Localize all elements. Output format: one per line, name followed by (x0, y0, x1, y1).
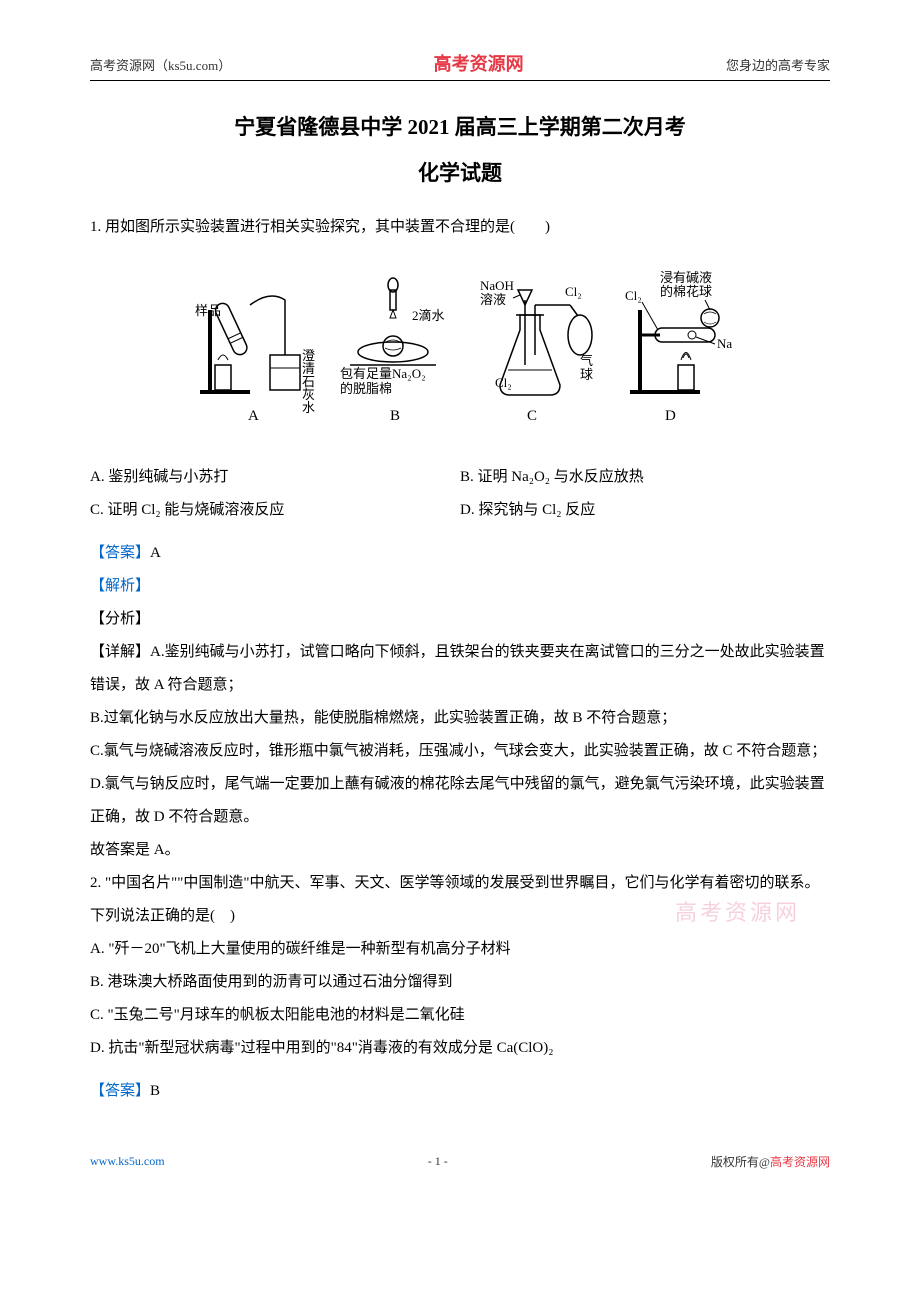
q1-options: A. 鉴别纯碱与小苏打 B. 证明 Na₂O₂ 与水反应放热 C. 证明 Cl₂… (90, 461, 830, 527)
footer-page-number: - 1 - (165, 1154, 711, 1169)
label-balloon-1: 气 (580, 353, 593, 368)
label-cl2-c: Cl₂ (565, 284, 582, 299)
label-naoh: NaOH (480, 278, 514, 293)
label-na: Na (717, 336, 732, 351)
svg-text:的脱脂棉: 的脱脂棉 (340, 381, 392, 396)
q2-options: A. "歼－20"飞机上大量使用的碳纤维是一种新型有机高分子材料 B. 港珠澳大… (90, 933, 830, 1065)
svg-text:球: 球 (580, 367, 593, 382)
answer-label-2: 【答案】 (90, 1083, 150, 1099)
label-cl2-bottom: Cl₂ (495, 375, 512, 390)
label-d: D (665, 408, 676, 424)
apparatus-a: 样品 澄 清 石 灰 水 A (195, 296, 315, 424)
page-footer: www.ks5u.com - 1 - 版权所有@高考资源网 (0, 1153, 920, 1170)
analysis-label: 【解析】 (90, 570, 830, 603)
footer-url: www.ks5u.com (90, 1154, 165, 1169)
footer-copyright: 版权所有@高考资源网 (711, 1153, 830, 1170)
document-page: 高考资源网（ks5u.com） 高考资源网 您身边的高考专家 宁夏省隆德县中学 … (0, 0, 920, 1148)
label-cotton: 包有足量Na₂O₂ (340, 366, 426, 381)
q2-stem: 2. "中国名片""中国制造"中航天、军事、天文、医学等领域的发展受到世界瞩目，… (90, 867, 830, 933)
page-header: 高考资源网（ks5u.com） 高考资源网 您身边的高考专家 (90, 50, 830, 81)
q2-option-a: A. "歼－20"飞机上大量使用的碳纤维是一种新型有机高分子材料 (90, 933, 830, 966)
fenxi-label: 【分析】 (90, 603, 830, 636)
label-c: C (527, 408, 537, 424)
header-right: 您身边的高考专家 (726, 55, 830, 74)
q2-option-c: C. "玉兔二号"月球车的帆板太阳能电池的材料是二氧化硅 (90, 999, 830, 1032)
answer-label: 【答案】 (90, 545, 150, 561)
label-cotton-alkali: 浸有碱液 (660, 270, 712, 285)
q1-answer: A (150, 545, 161, 561)
q1-detail-b: B.过氧化钠与水反应放出大量热，能使脱脂棉燃烧，此实验装置正确，故 B 不符合题… (90, 702, 830, 735)
q1-figure: 样品 澄 清 石 灰 水 A 2滴水 (90, 260, 830, 445)
apparatus-diagram: 样品 澄 清 石 灰 水 A 2滴水 (180, 260, 740, 440)
q1-detail-d: D.氯气与钠反应时，尾气端一定要加上蘸有碱液的棉花除去尾气中残留的氯气，避免氯气… (90, 768, 830, 834)
header-center-logo: 高考资源网 (434, 50, 524, 76)
q1-option-c: C. 证明 Cl₂ 能与烧碱溶液反应 (90, 494, 460, 527)
apparatus-c: NaOH 溶液 Cl₂ 气 球 Cl₂ C (480, 278, 593, 424)
q2-answer-row: 【答案】B (90, 1075, 830, 1108)
exam-title: 宁夏省隆德县中学 2021 届高三上学期第二次月考 (90, 111, 830, 141)
q1-conclusion: 故答案是 A。 (90, 834, 830, 867)
q2-option-b: B. 港珠澳大桥路面使用到的沥青可以通过石油分馏得到 (90, 966, 830, 999)
label-2drops: 2滴水 (412, 308, 445, 323)
q1-option-d: D. 探究钠与 Cl₂ 反应 (460, 494, 830, 527)
q2-answer: B (150, 1083, 160, 1099)
label-b: B (390, 408, 400, 424)
svg-text:的棉花球: 的棉花球 (660, 284, 712, 299)
apparatus-d: Cl₂ 浸有碱液 的棉花球 Na D (625, 270, 732, 424)
q1-detail-a: 【详解】A.鉴别纯碱与小苏打，试管口略向下倾斜，且铁架台的铁夹要夹在离试管口的三… (90, 636, 830, 702)
q1-detail-c: C.氯气与烧碱溶液反应时，锥形瓶中氯气被消耗，压强减小，气球会变大，此实验装置正… (90, 735, 830, 768)
q2-option-d: D. 抗击"新型冠状病毒"过程中用到的"84"消毒液的有效成分是 Ca(ClO)… (90, 1032, 830, 1065)
q1-answer-row: 【答案】A (90, 537, 830, 570)
q1-option-a: A. 鉴别纯碱与小苏打 (90, 461, 460, 494)
apparatus-b: 2滴水 包有足量Na₂O₂ 的脱脂棉 B (340, 278, 445, 424)
label-sample: 样品 (195, 303, 221, 318)
exam-subtitle: 化学试题 (90, 157, 830, 187)
header-left: 高考资源网（ks5u.com） (90, 55, 231, 74)
label-cl2-d: Cl₂ (625, 288, 642, 303)
svg-text:水: 水 (302, 400, 315, 415)
q1-stem: 1. 用如图所示实验装置进行相关实验探究，其中装置不合理的是( ) (90, 211, 830, 244)
svg-text:溶液: 溶液 (480, 292, 506, 307)
label-a: A (248, 408, 259, 424)
q1-option-b: B. 证明 Na₂O₂ 与水反应放热 (460, 461, 830, 494)
